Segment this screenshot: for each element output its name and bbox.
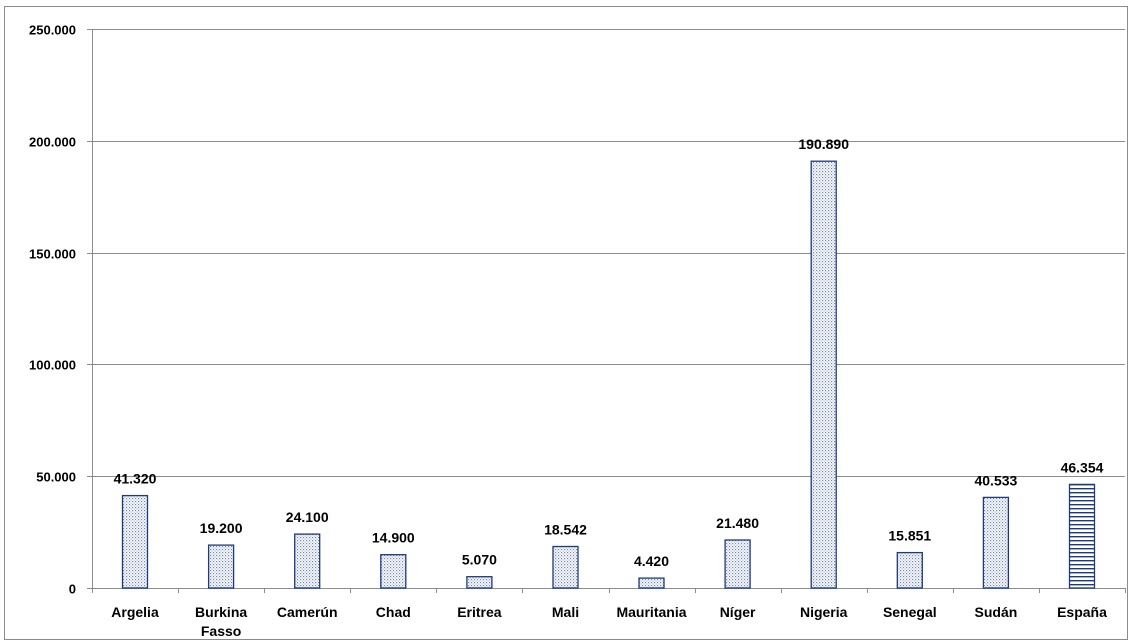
- axes: [87, 29, 1126, 593]
- y-tick-label: 150.000: [29, 247, 76, 262]
- x-tick-label: Camerún: [277, 604, 338, 620]
- bar-nigeria: [810, 160, 837, 589]
- x-tick-label: Argelia: [111, 604, 159, 620]
- gridlines: [92, 29, 1125, 477]
- bar-burkina-fasso: [207, 544, 235, 589]
- bar-mauritania: [638, 577, 665, 589]
- data-label: 190.890: [798, 136, 849, 152]
- data-label: 21.480: [716, 515, 759, 531]
- data-labels: 41.320 19.200 24.100 14.900 5.070 18.542 4.420…: [114, 136, 1104, 569]
- x-tick-label: Níger: [720, 604, 756, 620]
- data-label: 15.851: [888, 528, 931, 544]
- x-tick-label: Senegal: [883, 604, 937, 620]
- data-label: 5.070: [462, 552, 497, 568]
- data-label: 18.542: [544, 522, 587, 538]
- bar-chad: [380, 554, 407, 589]
- bar-argelia: [121, 494, 149, 589]
- data-label: 40.533: [974, 472, 1017, 488]
- data-label: 19.200: [200, 520, 243, 536]
- x-tick-label: Burkina Fasso: [195, 604, 247, 639]
- y-tick-label: 100.000: [29, 358, 76, 373]
- y-axis-ticks: 0 50.000 100.000 150.000 200.000 250.000: [29, 23, 76, 597]
- bars: [121, 160, 1096, 589]
- x-tick-label: España: [1057, 604, 1107, 620]
- data-label: 24.100: [286, 509, 329, 525]
- data-label: 41.320: [114, 471, 157, 487]
- chart-frame: [4, 6, 1128, 640]
- bar-eritrea: [466, 576, 493, 589]
- x-tick-label: Eritrea: [457, 604, 502, 620]
- y-tick-label: 50.000: [36, 470, 76, 485]
- x-tick-label: Sudán: [975, 604, 1018, 620]
- x-tick-label: Mauritania: [616, 604, 686, 620]
- x-tick-label: Mali: [552, 604, 579, 620]
- bar-senegal: [896, 551, 923, 589]
- x-axis-ticks: Argelia Burkina Fasso Camerún Chad Eritrea Mal…: [111, 604, 1107, 639]
- y-tick-label: 250.000: [29, 23, 76, 38]
- x-tick-label: Nigeria: [800, 604, 848, 620]
- x-tick-label: Chad: [376, 604, 411, 620]
- data-label: 4.420: [634, 553, 669, 569]
- data-label: 14.900: [372, 530, 415, 546]
- bar-camerún: [294, 533, 321, 589]
- bar-mali: [552, 545, 579, 589]
- data-label: 46.354: [1061, 459, 1104, 475]
- y-tick-label: 0: [69, 582, 76, 597]
- bar-españa: [1068, 483, 1096, 589]
- y-tick-label: 200.000: [29, 135, 76, 150]
- bar-sudán: [982, 496, 1010, 589]
- bar-níger: [724, 539, 751, 589]
